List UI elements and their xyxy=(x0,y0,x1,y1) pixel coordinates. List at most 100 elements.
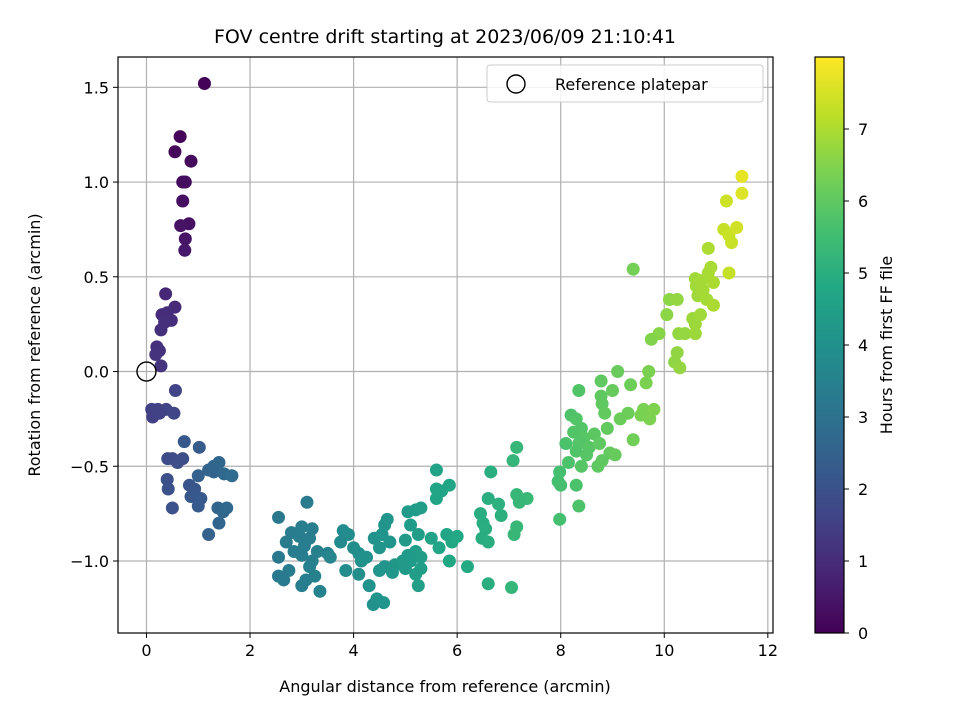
data-point xyxy=(484,465,498,479)
data-point xyxy=(660,308,674,322)
data-point xyxy=(554,478,568,492)
data-point xyxy=(352,567,366,581)
data-point xyxy=(719,194,733,208)
data-point xyxy=(272,550,286,564)
colorbar-tick-label: 2 xyxy=(858,480,868,499)
data-point xyxy=(608,448,622,462)
data-point xyxy=(510,440,524,454)
data-point xyxy=(404,518,418,532)
y-tick-label: 1.5 xyxy=(84,78,109,97)
data-point xyxy=(553,512,567,526)
data-point xyxy=(225,469,239,483)
data-point xyxy=(334,535,348,549)
colorbar-tick-label: 4 xyxy=(858,336,868,355)
data-point xyxy=(559,437,573,451)
legend-label-reference: Reference platepar xyxy=(555,75,708,94)
data-point xyxy=(414,501,428,515)
data-point xyxy=(398,533,412,547)
data-point xyxy=(192,440,206,454)
y-axis-label: Rotation from reference (arcmin) xyxy=(25,213,44,476)
legend-box xyxy=(486,64,764,103)
data-point xyxy=(385,565,399,579)
x-tick-label: 10 xyxy=(654,641,674,660)
data-point xyxy=(167,406,181,420)
data-point xyxy=(670,346,684,360)
data-point xyxy=(191,499,205,513)
colorbar-tick-label: 3 xyxy=(858,408,868,427)
data-point xyxy=(704,260,718,274)
data-point xyxy=(292,529,306,543)
colorbar-gradient xyxy=(814,56,845,634)
reference-platepar-marker xyxy=(136,361,157,382)
data-point xyxy=(626,433,640,447)
data-point xyxy=(366,598,380,612)
x-axis-label: Angular distance from reference (arcmin) xyxy=(279,677,610,696)
colorbar-tick-label: 7 xyxy=(858,120,868,139)
data-point xyxy=(171,455,185,469)
axis-ticks: 0 2 4 6 8 10 12 −1.0 −0.5 0.0 0.5 1.0 1.5 xyxy=(70,78,778,660)
data-point xyxy=(626,262,640,276)
data-point xyxy=(377,596,391,610)
data-point xyxy=(323,550,337,564)
data-point xyxy=(611,365,625,379)
data-point xyxy=(598,406,612,420)
data-point xyxy=(442,554,456,568)
data-point xyxy=(414,562,428,576)
data-point xyxy=(339,563,353,577)
y-tick-label: −1.0 xyxy=(70,552,109,571)
data-point xyxy=(165,501,179,515)
data-point xyxy=(725,236,739,250)
data-point xyxy=(149,347,163,361)
data-point xyxy=(605,383,619,397)
data-point xyxy=(372,541,386,555)
plot-frame xyxy=(117,56,774,634)
data-point xyxy=(160,473,174,487)
colorbar: 0 1 2 3 4 5 6 7 Hours from first FF file xyxy=(814,56,896,643)
data-point xyxy=(639,376,653,390)
y-tick-label: 1.0 xyxy=(84,173,109,192)
data-point xyxy=(591,459,605,473)
data-point xyxy=(411,527,425,541)
data-point xyxy=(652,327,666,341)
colorbar-label: Hours from first FF file xyxy=(877,256,896,435)
data-point xyxy=(310,545,324,559)
data-point xyxy=(154,323,168,337)
data-point xyxy=(512,495,526,509)
data-point xyxy=(184,154,198,168)
x-tick-label: 4 xyxy=(348,641,358,660)
data-point xyxy=(450,529,464,543)
data-point xyxy=(505,581,519,595)
data-point xyxy=(152,406,166,420)
data-point xyxy=(694,308,708,322)
data-point xyxy=(303,560,317,574)
data-point xyxy=(398,562,412,576)
data-point xyxy=(279,535,293,549)
data-point xyxy=(313,584,327,598)
data-point xyxy=(178,232,192,246)
chart-title: FOV centre drift starting at 2023/06/09 … xyxy=(214,26,676,48)
data-point xyxy=(174,219,188,233)
data-point xyxy=(574,459,588,473)
data-point xyxy=(600,421,614,435)
data-point xyxy=(642,365,656,379)
x-tick-label: 12 xyxy=(758,641,778,660)
colorbar-ticks: 0 1 2 3 4 5 6 7 xyxy=(844,120,868,643)
data-point xyxy=(572,383,586,397)
data-point xyxy=(569,412,583,426)
data-point xyxy=(177,435,191,449)
data-point xyxy=(580,448,594,462)
data-point xyxy=(481,491,495,505)
data-point xyxy=(594,374,608,388)
x-tick-label: 6 xyxy=(452,641,462,660)
data-point xyxy=(277,573,291,587)
x-tick-label: 2 xyxy=(245,641,255,660)
data-point xyxy=(176,194,190,208)
data-point xyxy=(461,560,475,574)
y-tick-label: 0.0 xyxy=(84,363,109,382)
data-point xyxy=(561,455,575,469)
data-point xyxy=(481,535,495,549)
data-point xyxy=(730,221,744,235)
data-point xyxy=(161,482,175,496)
data-point xyxy=(178,243,192,257)
y-tick-label: 0.5 xyxy=(84,268,109,287)
